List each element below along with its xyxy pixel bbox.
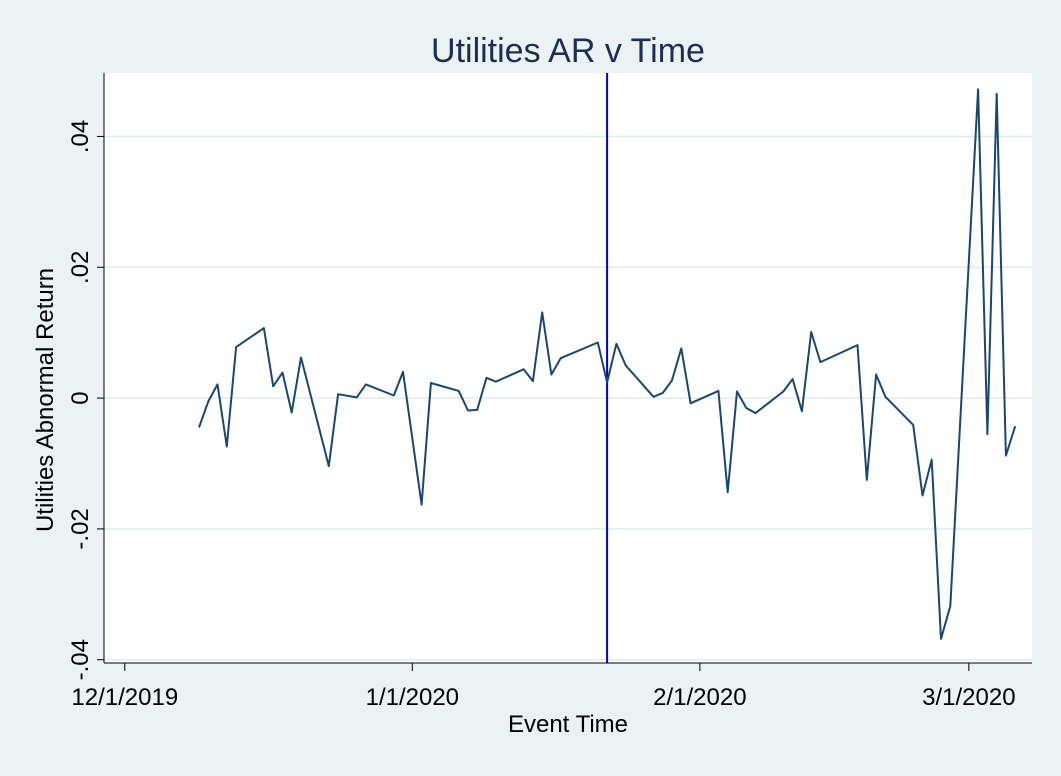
y-tick-label-3: .02 (67, 251, 94, 284)
y-tick-label-2: 0 (67, 391, 94, 404)
y-tick-labels: -.04 -.02 0 .02 .04 (67, 120, 104, 680)
y-tick-label-1: -.02 (67, 508, 94, 549)
x-tick-label-2: 2/1/2020 (653, 684, 746, 711)
x-tick-label-3: 3/1/2020 (922, 684, 1015, 711)
x-tick-label-1: 1/1/2020 (366, 684, 459, 711)
series-line-0 (198, 88, 1017, 640)
plot-area (104, 73, 1032, 663)
x-axis-label: Event Time (508, 711, 628, 738)
chart-title: Utilities AR v Time (431, 32, 705, 70)
y-tick-label-4: .04 (67, 120, 94, 153)
axes (103, 73, 1032, 664)
series-layer (198, 88, 1017, 640)
x-tick-label-0: 12/1/2019 (71, 684, 178, 711)
y-tick-label-0: -.04 (67, 639, 94, 680)
grid-lines (104, 135, 1032, 661)
x-tick-labels: 12/1/2019 1/1/2020 2/1/2020 3/1/2020 (71, 663, 1016, 711)
y-axis-label: Utilities Abnormal Return (32, 268, 59, 532)
